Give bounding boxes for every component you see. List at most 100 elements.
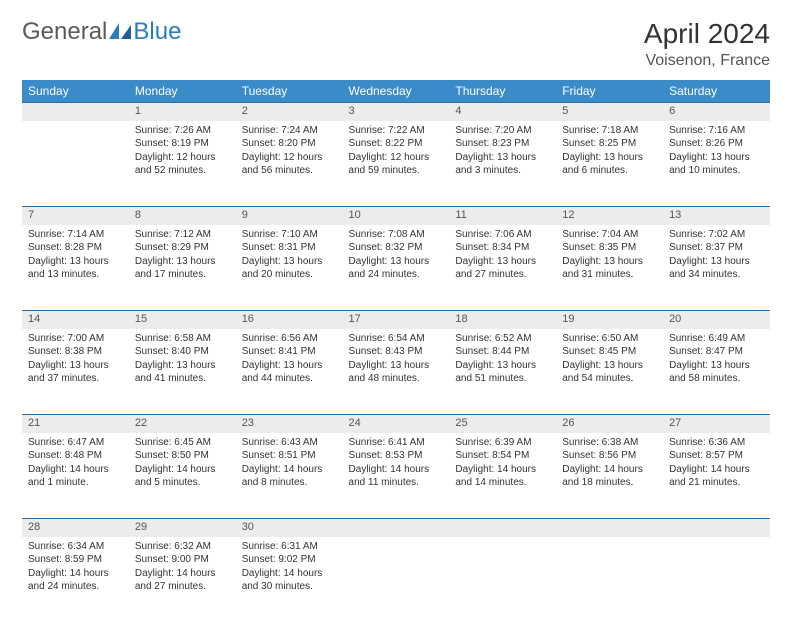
day-header: Sunday bbox=[22, 80, 129, 103]
day-detail-line: Sunrise: 7:02 AM bbox=[669, 228, 764, 242]
day-number-cell: 17 bbox=[343, 311, 450, 329]
day-number-cell: 20 bbox=[663, 311, 770, 329]
day-detail-cell: Sunrise: 7:02 AMSunset: 8:37 PMDaylight:… bbox=[663, 225, 770, 311]
day-detail-line: Sunrise: 7:26 AM bbox=[135, 124, 230, 138]
day-detail-line: Sunrise: 6:31 AM bbox=[242, 540, 337, 554]
month-title: April 2024 bbox=[644, 18, 770, 50]
day-number-row: 123456 bbox=[22, 103, 770, 121]
day-number-cell: 30 bbox=[236, 519, 343, 537]
day-header: Wednesday bbox=[343, 80, 450, 103]
day-detail-cell bbox=[449, 537, 556, 623]
day-detail-line: Sunset: 8:19 PM bbox=[135, 137, 230, 151]
day-detail-cell bbox=[343, 537, 450, 623]
day-detail-cell: Sunrise: 6:41 AMSunset: 8:53 PMDaylight:… bbox=[343, 433, 450, 519]
day-number-cell bbox=[449, 519, 556, 537]
day-detail-line: Sunset: 8:38 PM bbox=[28, 345, 123, 359]
brand-part1: General bbox=[22, 18, 107, 46]
day-detail-line: Daylight: 13 hours and 58 minutes. bbox=[669, 359, 764, 386]
day-detail-cell bbox=[556, 537, 663, 623]
day-detail-line: Sunset: 8:50 PM bbox=[135, 449, 230, 463]
day-detail-cell: Sunrise: 7:14 AMSunset: 8:28 PMDaylight:… bbox=[22, 225, 129, 311]
day-detail-line: Sunset: 8:32 PM bbox=[349, 241, 444, 255]
day-number-cell: 22 bbox=[129, 415, 236, 433]
day-number-cell: 15 bbox=[129, 311, 236, 329]
day-detail-line: Sunset: 8:48 PM bbox=[28, 449, 123, 463]
title-block: April 2024 Voisenon, France bbox=[644, 18, 770, 70]
day-detail-line: Sunrise: 6:39 AM bbox=[455, 436, 550, 450]
page-header: General Blue April 2024 Voisenon, France bbox=[22, 18, 770, 70]
day-detail-cell: Sunrise: 6:34 AMSunset: 8:59 PMDaylight:… bbox=[22, 537, 129, 623]
day-detail-line: Sunrise: 6:38 AM bbox=[562, 436, 657, 450]
day-number-cell: 14 bbox=[22, 311, 129, 329]
day-number-cell: 2 bbox=[236, 103, 343, 121]
day-number-cell: 1 bbox=[129, 103, 236, 121]
day-number-cell: 12 bbox=[556, 207, 663, 225]
day-detail-line: Sunset: 8:31 PM bbox=[242, 241, 337, 255]
day-number-cell: 5 bbox=[556, 103, 663, 121]
day-detail-cell: Sunrise: 6:49 AMSunset: 8:47 PMDaylight:… bbox=[663, 329, 770, 415]
day-detail-line: Sunrise: 7:00 AM bbox=[28, 332, 123, 346]
day-detail-line: Daylight: 13 hours and 10 minutes. bbox=[669, 151, 764, 178]
day-detail-row: Sunrise: 6:47 AMSunset: 8:48 PMDaylight:… bbox=[22, 433, 770, 519]
day-detail-line: Daylight: 14 hours and 8 minutes. bbox=[242, 463, 337, 490]
day-detail-line: Daylight: 13 hours and 20 minutes. bbox=[242, 255, 337, 282]
day-number-cell bbox=[343, 519, 450, 537]
day-number-cell: 8 bbox=[129, 207, 236, 225]
day-detail-line: Sunrise: 7:10 AM bbox=[242, 228, 337, 242]
day-detail-cell: Sunrise: 6:32 AMSunset: 9:00 PMDaylight:… bbox=[129, 537, 236, 623]
day-detail-line: Sunrise: 7:18 AM bbox=[562, 124, 657, 138]
day-detail-line: Sunrise: 7:20 AM bbox=[455, 124, 550, 138]
day-number-cell: 11 bbox=[449, 207, 556, 225]
day-detail-cell: Sunrise: 7:24 AMSunset: 8:20 PMDaylight:… bbox=[236, 121, 343, 207]
day-detail-cell: Sunrise: 7:22 AMSunset: 8:22 PMDaylight:… bbox=[343, 121, 450, 207]
day-detail-line: Sunset: 8:41 PM bbox=[242, 345, 337, 359]
day-number-cell: 6 bbox=[663, 103, 770, 121]
day-detail-line: Daylight: 14 hours and 21 minutes. bbox=[669, 463, 764, 490]
day-detail-line: Sunrise: 6:50 AM bbox=[562, 332, 657, 346]
day-number-cell bbox=[663, 519, 770, 537]
day-detail-line: Daylight: 12 hours and 56 minutes. bbox=[242, 151, 337, 178]
day-detail-line: Sunrise: 6:47 AM bbox=[28, 436, 123, 450]
day-detail-line: Sunset: 9:02 PM bbox=[242, 553, 337, 567]
day-detail-line: Sunrise: 7:16 AM bbox=[669, 124, 764, 138]
day-number-cell: 28 bbox=[22, 519, 129, 537]
day-detail-cell: Sunrise: 6:43 AMSunset: 8:51 PMDaylight:… bbox=[236, 433, 343, 519]
day-detail-line: Daylight: 14 hours and 1 minute. bbox=[28, 463, 123, 490]
brand-logo: General Blue bbox=[22, 18, 181, 46]
day-number-cell: 16 bbox=[236, 311, 343, 329]
calendar-table: Sunday Monday Tuesday Wednesday Thursday… bbox=[22, 80, 770, 623]
day-detail-cell bbox=[663, 537, 770, 623]
day-detail-cell: Sunrise: 6:47 AMSunset: 8:48 PMDaylight:… bbox=[22, 433, 129, 519]
calendar-body: 123456Sunrise: 7:26 AMSunset: 8:19 PMDay… bbox=[22, 103, 770, 623]
day-number-cell: 7 bbox=[22, 207, 129, 225]
day-detail-line: Sunset: 8:35 PM bbox=[562, 241, 657, 255]
day-detail-cell: Sunrise: 6:50 AMSunset: 8:45 PMDaylight:… bbox=[556, 329, 663, 415]
day-detail-cell: Sunrise: 6:58 AMSunset: 8:40 PMDaylight:… bbox=[129, 329, 236, 415]
day-detail-cell: Sunrise: 7:04 AMSunset: 8:35 PMDaylight:… bbox=[556, 225, 663, 311]
day-header: Friday bbox=[556, 80, 663, 103]
day-detail-line: Daylight: 13 hours and 31 minutes. bbox=[562, 255, 657, 282]
brand-part2: Blue bbox=[133, 18, 181, 46]
day-detail-cell: Sunrise: 6:52 AMSunset: 8:44 PMDaylight:… bbox=[449, 329, 556, 415]
day-detail-line: Sunrise: 6:36 AM bbox=[669, 436, 764, 450]
day-detail-line: Sunset: 8:26 PM bbox=[669, 137, 764, 151]
day-detail-cell: Sunrise: 6:38 AMSunset: 8:56 PMDaylight:… bbox=[556, 433, 663, 519]
day-detail-line: Sunrise: 6:49 AM bbox=[669, 332, 764, 346]
day-detail-line: Daylight: 14 hours and 27 minutes. bbox=[135, 567, 230, 594]
day-detail-line: Daylight: 14 hours and 11 minutes. bbox=[349, 463, 444, 490]
day-detail-line: Sunrise: 6:43 AM bbox=[242, 436, 337, 450]
day-detail-line: Sunrise: 7:14 AM bbox=[28, 228, 123, 242]
day-detail-line: Daylight: 13 hours and 37 minutes. bbox=[28, 359, 123, 386]
day-detail-line: Sunset: 8:29 PM bbox=[135, 241, 230, 255]
day-detail-line: Sunset: 8:57 PM bbox=[669, 449, 764, 463]
day-detail-line: Sunset: 8:47 PM bbox=[669, 345, 764, 359]
day-number-row: 78910111213 bbox=[22, 207, 770, 225]
day-detail-cell: Sunrise: 7:10 AMSunset: 8:31 PMDaylight:… bbox=[236, 225, 343, 311]
day-detail-line: Daylight: 14 hours and 18 minutes. bbox=[562, 463, 657, 490]
day-detail-cell: Sunrise: 7:26 AMSunset: 8:19 PMDaylight:… bbox=[129, 121, 236, 207]
day-detail-line: Sunset: 9:00 PM bbox=[135, 553, 230, 567]
day-detail-line: Daylight: 13 hours and 48 minutes. bbox=[349, 359, 444, 386]
day-detail-line: Daylight: 14 hours and 24 minutes. bbox=[28, 567, 123, 594]
day-detail-row: Sunrise: 7:00 AMSunset: 8:38 PMDaylight:… bbox=[22, 329, 770, 415]
calendar-page: General Blue April 2024 Voisenon, France… bbox=[0, 0, 792, 641]
